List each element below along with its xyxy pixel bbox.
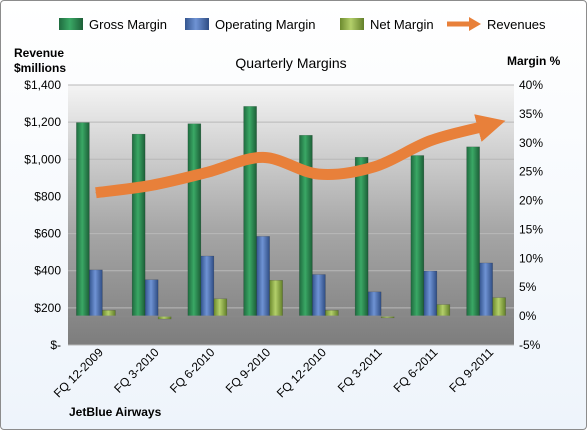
legend-swatch-net-margin — [340, 18, 364, 30]
footer-company-name: JetBlue Airways — [69, 405, 162, 419]
right-axis-ticks: -5% 0% 5% 10% 15% 20% 25% 30% 35% 40% — [519, 78, 543, 352]
left-axis-title-line-1: Revenue — [14, 46, 64, 60]
category-label: FQ 3-2011 — [335, 345, 385, 395]
legend-swatch-operating-margin — [185, 18, 209, 30]
legend-label-revenues: Revenues — [487, 17, 546, 32]
revenue-line — [95, 114, 506, 199]
right-tick-label: 5% — [519, 280, 537, 294]
left-tick-label: $1,400 — [24, 78, 61, 92]
legend-label-operating-margin: Operating Margin — [215, 17, 315, 32]
revenue-point — [206, 171, 208, 173]
legend: Gross Margin Operating Margin Net Margin… — [59, 17, 546, 32]
category-label: FQ 9-2011 — [446, 345, 496, 395]
bar-gross-margin — [410, 155, 425, 317]
revenue-point — [485, 125, 487, 127]
revenue-point — [374, 166, 376, 168]
right-axis-title: Margin % — [507, 54, 561, 68]
category-label: FQ 12-2010 — [274, 345, 329, 400]
bar-operating-margin — [256, 236, 270, 317]
revenue-line-path — [95, 114, 506, 199]
category-label: FQ 6-2010 — [167, 345, 218, 396]
bar-net-margin — [492, 297, 506, 317]
bar-operating-margin — [89, 269, 103, 317]
left-tick-label: $200 — [34, 301, 61, 315]
bar-gross-margin — [131, 133, 146, 317]
legend-item-net-margin: Net Margin — [340, 17, 434, 32]
legend-item-revenues: Revenues — [447, 17, 546, 32]
bar-operating-margin — [423, 270, 438, 317]
legend-arrow-icon — [469, 17, 481, 31]
revenue-point — [151, 184, 153, 186]
left-tick-label: $1,200 — [24, 115, 61, 129]
revenue-point — [262, 156, 264, 158]
bar-net-margin — [325, 310, 339, 317]
bar-gross-margin — [354, 156, 369, 317]
legend-item-operating-margin: Operating Margin — [185, 17, 315, 32]
right-tick-label: 25% — [519, 165, 543, 179]
bar-operating-margin — [367, 291, 382, 317]
category-labels: FQ 12-2009 FQ 3-2010 FQ 6-2010 FQ 9-2010 FQ … — [51, 345, 497, 400]
revenue-point — [95, 192, 97, 194]
right-tick-label: 30% — [519, 136, 543, 150]
category-label: FQ 9-2010 — [223, 345, 274, 396]
left-tick-label: $- — [50, 338, 61, 352]
bar-net-margin — [102, 310, 116, 317]
bar-net-margin — [269, 280, 283, 317]
bar-net-margin — [436, 304, 451, 317]
bar-gross-margin — [76, 122, 90, 317]
left-tick-label: $600 — [34, 227, 61, 241]
left-tick-label: $800 — [34, 189, 61, 203]
left-axis-ticks: $- $200 $400 $600 $800 $1,000 $1,200 $1,400 — [24, 78, 61, 352]
right-tick-label: 20% — [519, 194, 543, 208]
right-tick-label: 35% — [519, 107, 543, 121]
left-tick-label: $1,000 — [24, 152, 61, 166]
category-label: FQ 6-2011 — [391, 345, 441, 395]
legend-label-gross-margin: Gross Margin — [89, 17, 167, 32]
bar-operating-margin — [312, 274, 326, 317]
right-tick-label: 10% — [519, 251, 543, 265]
legend-swatch-gross-margin — [59, 18, 83, 30]
bar-gross-margin — [243, 106, 257, 317]
bar-gross-margin — [187, 123, 202, 317]
left-axis-title-line-2: $millions — [14, 61, 66, 75]
right-tick-label: 40% — [519, 78, 543, 92]
right-tick-label: 15% — [519, 222, 543, 236]
category-label: FQ 12-2009 — [51, 345, 106, 400]
bar-operating-margin — [144, 279, 159, 317]
revenue-point — [318, 173, 320, 175]
revenue-point — [429, 140, 431, 142]
chart-title: Quarterly Margins — [235, 55, 346, 71]
right-tick-label: 0% — [519, 309, 537, 323]
bar-gross-margin — [466, 146, 480, 317]
left-tick-label: $400 — [34, 264, 61, 278]
legend-item-gross-margin: Gross Margin — [59, 17, 167, 32]
bar-gross-margin — [299, 135, 313, 317]
legend-label-net-margin: Net Margin — [370, 17, 434, 32]
category-label: FQ 3-2010 — [111, 345, 162, 396]
bar-operating-margin — [479, 262, 493, 317]
bar-net-margin — [213, 298, 228, 317]
bar-operating-margin — [200, 255, 215, 317]
bars — [68, 106, 514, 320]
right-tick-label: -5% — [519, 338, 541, 352]
